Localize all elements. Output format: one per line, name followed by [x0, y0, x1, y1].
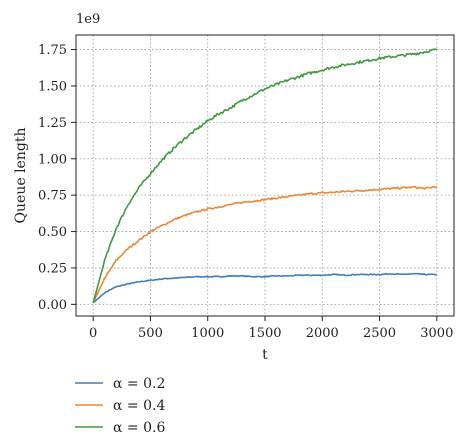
x-axis: 0 500 1000 1500 2000 2500 3000	[89, 316, 453, 341]
series-line-2	[92, 185, 438, 304]
y-scale-label: 1e9	[76, 12, 100, 27]
y-axis: 0.00 0.25 0.50 0.75 1.00 1.25 1.50 1.75	[38, 43, 76, 313]
y-tick-label: 1.50	[38, 79, 67, 94]
series-lines	[92, 48, 438, 304]
x-tick-label: 0	[89, 326, 97, 341]
x-tick-label: 1500	[248, 326, 281, 341]
y-axis-label: Queue length	[13, 128, 29, 224]
y-tick-label: 1.00	[38, 152, 67, 167]
x-axis-label: t	[262, 347, 268, 363]
y-tick-label: 0.00	[38, 298, 67, 313]
series-line-3	[92, 48, 438, 304]
x-tick-label: 2000	[306, 326, 339, 341]
y-tick-label: 1.25	[38, 116, 67, 131]
grid	[76, 35, 454, 316]
legend-label: α = 0.6	[113, 420, 165, 436]
series-line-1	[92, 272, 437, 304]
x-tick-label: 1000	[191, 326, 224, 341]
x-tick-label: 2500	[363, 326, 396, 341]
x-tick-label: 3000	[420, 326, 453, 341]
y-tick-label: 0.50	[38, 225, 67, 240]
legend-label: α = 0.4	[113, 398, 165, 414]
y-tick-label: 0.25	[38, 261, 67, 276]
legend-label: α = 0.2	[113, 376, 165, 392]
legend: α = 0.2 α = 0.4 α = 0.6	[75, 376, 165, 436]
y-tick-label: 0.75	[38, 189, 67, 204]
x-tick-label: 500	[138, 326, 163, 341]
y-tick-label: 1.75	[38, 43, 67, 58]
